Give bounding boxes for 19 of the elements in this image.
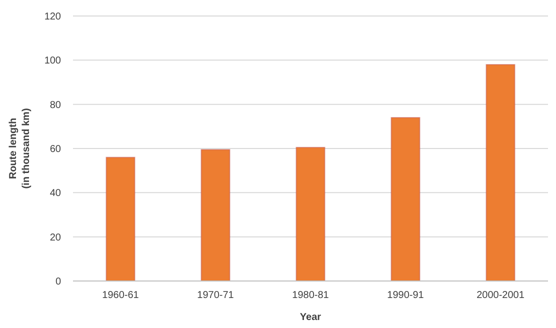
bar <box>486 64 516 282</box>
bar <box>106 156 136 282</box>
bar <box>200 149 230 282</box>
y-tick-label: 60 <box>50 144 62 155</box>
x-tick-label: 1980-81 <box>292 290 330 301</box>
x-tick-label: 1960-61 <box>102 290 140 301</box>
y-tick-label: 80 <box>50 100 62 111</box>
x-tick-label: 2000-2001 <box>476 290 525 301</box>
y-tick-label: 120 <box>44 12 62 22</box>
y-tick-label: 0 <box>55 276 62 288</box>
x-axis-title: Year <box>300 312 322 323</box>
x-tick-label: 1970-71 <box>197 290 234 301</box>
y-tick-label: 40 <box>50 188 62 200</box>
bar <box>390 117 420 282</box>
bar <box>296 146 326 282</box>
y-tick-label: 20 <box>50 232 62 244</box>
y-tick-label: 100 <box>44 56 62 67</box>
x-tick-label: 1990-91 <box>387 290 424 301</box>
y-axis-title: Route length (in thousand km) <box>8 108 32 189</box>
